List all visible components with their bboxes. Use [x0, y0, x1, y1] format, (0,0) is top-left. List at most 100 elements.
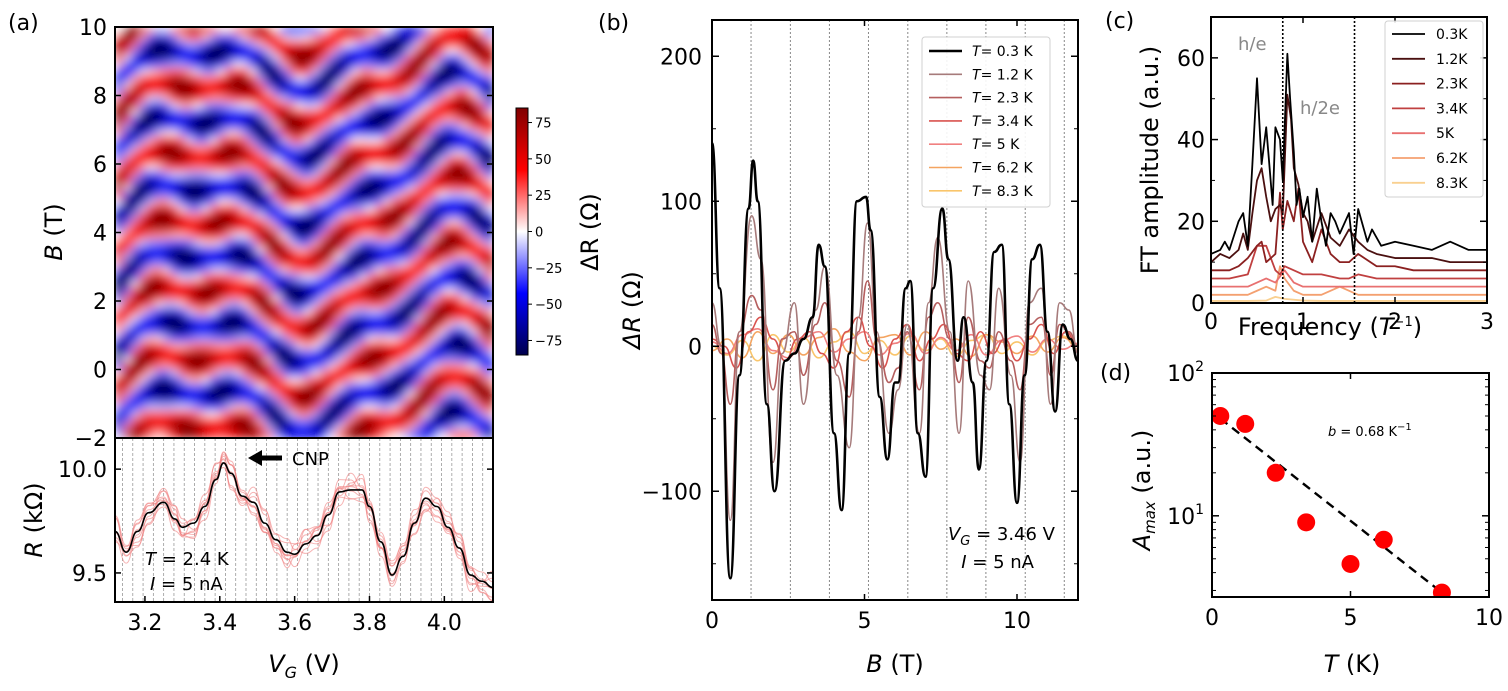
heatmap-cell — [272, 232, 281, 240]
heatmap-cell — [115, 198, 124, 206]
heatmap-cell — [272, 417, 281, 425]
heatmap-cell — [477, 273, 486, 282]
heatmap-cell — [311, 424, 321, 432]
heatmap-cell — [422, 232, 431, 240]
heatmap-cell — [335, 164, 344, 172]
heatmap-cell — [122, 355, 132, 364]
heatmap-cell — [461, 294, 470, 302]
heatmap-cell — [461, 239, 470, 247]
heatmap-cell — [178, 184, 187, 192]
heatmap-cell — [445, 122, 455, 131]
heatmap-cell — [264, 307, 274, 316]
heatmap-cell — [122, 403, 132, 412]
heatmap-cell — [288, 362, 297, 371]
heatmap-cell — [241, 328, 250, 336]
heatmap-cell — [154, 328, 163, 336]
heatmap-cell — [122, 27, 132, 35]
heatmap-cell — [138, 54, 148, 62]
heatmap-cell — [422, 54, 431, 62]
heatmap-cell — [335, 410, 344, 419]
heatmap-cell — [241, 294, 250, 302]
heatmap-cell — [154, 95, 163, 103]
heatmap-cell — [343, 273, 352, 282]
heatmap-cell — [351, 205, 360, 213]
heatmap-cell — [367, 27, 376, 35]
heatmap-cell — [398, 246, 407, 254]
heatmap-cell — [351, 40, 360, 49]
heatmap-cell — [437, 74, 447, 83]
heatmap-cell — [461, 198, 470, 206]
heatmap-cell — [398, 280, 407, 288]
heatmap-cell — [367, 177, 376, 186]
heatmap-cell — [193, 54, 203, 62]
heatmap-cell — [398, 225, 407, 234]
heatmap-cell — [170, 122, 179, 131]
heatmap-cell — [115, 102, 124, 110]
heatmap-cell — [374, 81, 384, 90]
heatmap-cell — [248, 102, 258, 110]
heatmap-cell — [304, 68, 313, 76]
heatmap-cell — [327, 205, 337, 213]
heatmap-cell — [437, 321, 447, 329]
heatmap-cell — [256, 355, 266, 364]
heatmap-cell — [382, 246, 392, 254]
heatmap-cell — [201, 157, 211, 165]
heatmap-cell — [280, 369, 289, 377]
heatmap-cell — [170, 417, 179, 425]
heatmap-cell — [122, 47, 132, 55]
heatmap-cell — [319, 259, 329, 268]
heatmap-cell — [272, 122, 281, 131]
heatmap-cell — [178, 68, 187, 76]
heatmap-cell — [398, 287, 407, 295]
heatmap-cell — [170, 321, 179, 329]
heatmap-cell — [154, 68, 163, 76]
heatmap-cell — [146, 232, 155, 240]
heatmap-cell — [264, 81, 274, 90]
heatmap-cell — [406, 225, 415, 234]
heatmap-cell — [311, 150, 321, 158]
heatmap-cell — [280, 170, 289, 179]
heatmap-cell — [445, 390, 455, 398]
heatmap-cell — [241, 47, 250, 55]
heatmap-cell — [469, 27, 478, 35]
heatmap-cell — [217, 239, 226, 247]
heatmap-cell — [469, 225, 478, 234]
heatmap-cell — [138, 417, 148, 425]
heatmap-cell — [288, 143, 297, 151]
heatmap-cell — [256, 102, 266, 110]
heatmap-cell — [422, 348, 431, 357]
heatmap-cell — [248, 143, 258, 151]
heatmap-cell — [343, 383, 352, 391]
heatmap-cell — [319, 328, 329, 336]
heatmap-cell — [382, 355, 392, 364]
heatmap-cell — [414, 424, 423, 432]
heatmap-cell — [477, 253, 486, 261]
heatmap-cell — [406, 150, 415, 158]
heatmap-cell — [445, 253, 455, 261]
heatmap-cell — [453, 68, 463, 76]
heatmap-cell — [367, 294, 376, 302]
heatmap-cell — [335, 259, 344, 268]
heatmap-cell — [296, 88, 305, 97]
heatmap-cell — [162, 266, 171, 275]
heatmap-cell — [414, 170, 423, 179]
heatmap-cell — [477, 170, 486, 179]
heatmap-cell — [233, 122, 242, 131]
heatmap-cell — [461, 376, 470, 384]
heatmap-cell — [453, 287, 463, 295]
heatmap-cell — [430, 205, 439, 213]
heatmap-cell — [343, 390, 352, 398]
heatmap-cell — [453, 390, 463, 398]
heatmap-cell — [359, 383, 368, 391]
heatmap-cell — [138, 287, 148, 295]
heatmap-cell — [201, 280, 211, 288]
heatmap-cell — [359, 362, 368, 371]
heatmap-cell — [485, 150, 493, 158]
heatmap-cell — [461, 88, 470, 97]
heatmap-cell — [225, 74, 234, 83]
heatmap-cell — [319, 129, 329, 138]
heatmap-cell — [406, 27, 415, 35]
heatmap-cell — [233, 211, 242, 220]
